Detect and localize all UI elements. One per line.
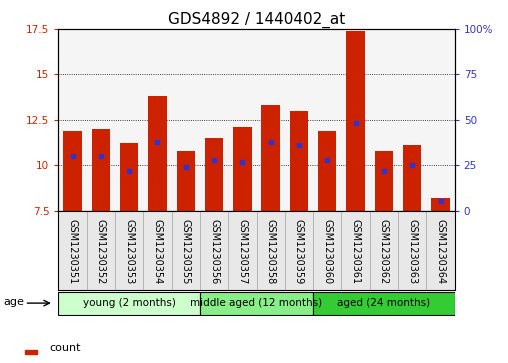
- Bar: [115, 211, 143, 290]
- Bar: [233, 127, 251, 211]
- Bar: [318, 131, 336, 211]
- Bar: [87, 211, 115, 290]
- Bar: [398, 211, 426, 290]
- Bar: [148, 96, 167, 211]
- Bar: [228, 211, 257, 290]
- Bar: [177, 151, 195, 211]
- Text: GSM1230355: GSM1230355: [181, 219, 191, 284]
- Bar: [426, 211, 455, 290]
- Text: GSM1230363: GSM1230363: [407, 219, 417, 284]
- Bar: [58, 211, 87, 290]
- Text: GSM1230353: GSM1230353: [124, 219, 134, 284]
- Text: GSM1230361: GSM1230361: [351, 219, 361, 284]
- Bar: [200, 292, 313, 314]
- Bar: [91, 129, 110, 211]
- Bar: [143, 211, 172, 290]
- Text: aged (24 months): aged (24 months): [337, 298, 430, 308]
- Text: GSM1230354: GSM1230354: [152, 219, 163, 284]
- Bar: [285, 211, 313, 290]
- Text: age: age: [3, 297, 24, 307]
- Text: GSM1230357: GSM1230357: [237, 219, 247, 284]
- Title: GDS4892 / 1440402_at: GDS4892 / 1440402_at: [168, 12, 345, 28]
- Bar: [431, 198, 450, 211]
- Text: count: count: [49, 343, 81, 354]
- Text: GSM1230362: GSM1230362: [379, 219, 389, 284]
- Text: GSM1230352: GSM1230352: [96, 219, 106, 284]
- Bar: [313, 292, 455, 314]
- Text: middle aged (12 months): middle aged (12 months): [190, 298, 323, 308]
- Text: GSM1230351: GSM1230351: [68, 219, 78, 284]
- Text: GSM1230364: GSM1230364: [435, 219, 446, 284]
- Bar: [64, 131, 82, 211]
- Bar: [403, 145, 422, 211]
- Text: young (2 months): young (2 months): [83, 298, 176, 308]
- Bar: [200, 211, 228, 290]
- Bar: [205, 138, 224, 211]
- Bar: [313, 211, 341, 290]
- Bar: [290, 111, 308, 211]
- Bar: [346, 31, 365, 211]
- Bar: [25, 350, 37, 354]
- Text: GSM1230358: GSM1230358: [266, 219, 276, 284]
- Text: GSM1230359: GSM1230359: [294, 219, 304, 284]
- Text: GSM1230356: GSM1230356: [209, 219, 219, 284]
- Bar: [341, 211, 370, 290]
- Bar: [370, 211, 398, 290]
- Bar: [120, 143, 138, 211]
- Text: GSM1230360: GSM1230360: [322, 219, 332, 284]
- Bar: [58, 292, 200, 314]
- Bar: [375, 151, 393, 211]
- Bar: [172, 211, 200, 290]
- Bar: [262, 105, 280, 211]
- Bar: [257, 211, 285, 290]
